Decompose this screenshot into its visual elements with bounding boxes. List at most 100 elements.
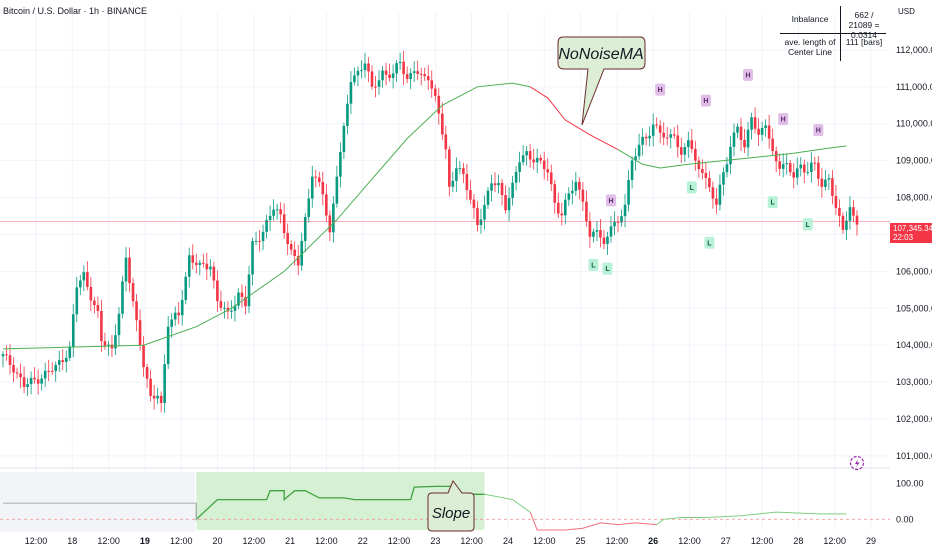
slope-tick-label: 0.00 [896,514,914,524]
time-tick-label: 28 [793,536,803,546]
candle-body [462,168,465,175]
time-tick-label: 20 [213,536,223,546]
candle-body [687,140,690,148]
time-tick-label: 24 [503,536,513,546]
candle-body [103,341,107,346]
high-marker [655,83,666,96]
candle-body [128,257,131,284]
candle-body [237,292,240,306]
candle-body [701,169,704,173]
candle-body [416,71,419,74]
candle-body [419,73,423,75]
candle-body [29,377,33,385]
candle-body [194,262,198,265]
candle-body [788,163,792,173]
candle-body [732,132,736,147]
candle-body [22,377,26,388]
slope-line-recovering [656,511,847,525]
candle-body [251,241,254,275]
low-marker [602,262,613,275]
candle-body [672,134,676,136]
time-tick-label: 12:00 [25,536,48,546]
candle-body [546,169,550,173]
candle-body [223,307,226,309]
time-tick-label: 19 [140,536,150,546]
candle-body [708,177,711,188]
candle-body [845,220,848,230]
candle-body [465,174,469,191]
candle-body [310,176,314,199]
candle-body [476,208,479,226]
time-tick-label: 12:00 [823,536,846,546]
candle-body [792,172,796,178]
indicator-logo-icon[interactable] [849,455,865,471]
candle-body [233,305,237,311]
candle-body [651,124,655,136]
candle-body [771,138,774,152]
candle-body [202,262,205,264]
candle-body [781,164,785,169]
low-marker [767,196,778,209]
candle-body [855,215,859,225]
low-marker [686,181,697,194]
candle-body [170,319,173,327]
candle-body [469,190,472,200]
candle-body [518,162,521,172]
slope-line-fading [484,493,531,513]
time-tick-label: 23 [430,536,440,546]
slope-axis[interactable]: 100.00 0.00 [896,479,924,525]
candle-body [8,355,12,366]
candle-body [658,125,662,133]
candle-body [437,95,441,114]
high-marker [778,113,789,126]
candle-body [637,144,641,157]
time-tick-label: 12:00 [388,536,411,546]
candle-body [750,117,753,130]
candle-body [117,313,121,336]
time-tick-label: 12:00 [751,536,774,546]
candle-body [542,160,546,170]
candle-body [64,357,68,363]
candle-body [286,233,289,245]
candle-body [599,230,602,238]
center-line-label: ave. length of Center Line [784,37,836,57]
candle-body [644,136,648,139]
candle-body [71,314,75,347]
candle-body [841,215,845,230]
candle-body [145,367,149,379]
candle-body [567,193,571,200]
candle-body [623,204,627,217]
candle-body [247,274,251,307]
price-tick-label: 108,000.00 [896,193,932,203]
candle-body [774,151,778,162]
time-axis[interactable]: 12:00 18 12:00 19 12:00 20 12:00 21 12:00 22 12:00… [25,536,876,546]
currency-label[interactable]: USD [898,7,915,16]
candle-body [303,217,307,241]
candle-body [282,214,286,234]
high-marker [813,124,824,137]
candlestick-series [1,50,859,413]
candle-body [592,231,595,237]
nonoisema-line-down [529,86,619,151]
candle-body [265,220,268,232]
candle-body [620,216,623,223]
candle-body [602,237,606,245]
bar-countdown: 22:03 [893,233,914,242]
candle-body [131,283,135,302]
candle-body [549,172,553,185]
candle-body [634,156,637,161]
candle-body [764,125,767,128]
price-axis[interactable]: 112,000.00 111,000.00 110,000.00 109,000.00… [896,45,932,461]
candle-body [585,201,588,222]
candle-body [209,266,212,270]
candle-body [532,159,535,163]
candle-body [356,70,360,76]
inbalance-value: 662 / 21089 = 0.0314 [848,10,880,40]
candle-body [553,184,557,203]
candle-body [834,196,838,208]
candle-body [110,344,114,349]
candle-body [219,301,223,308]
candle-body [328,215,332,233]
candle-body [349,82,353,104]
